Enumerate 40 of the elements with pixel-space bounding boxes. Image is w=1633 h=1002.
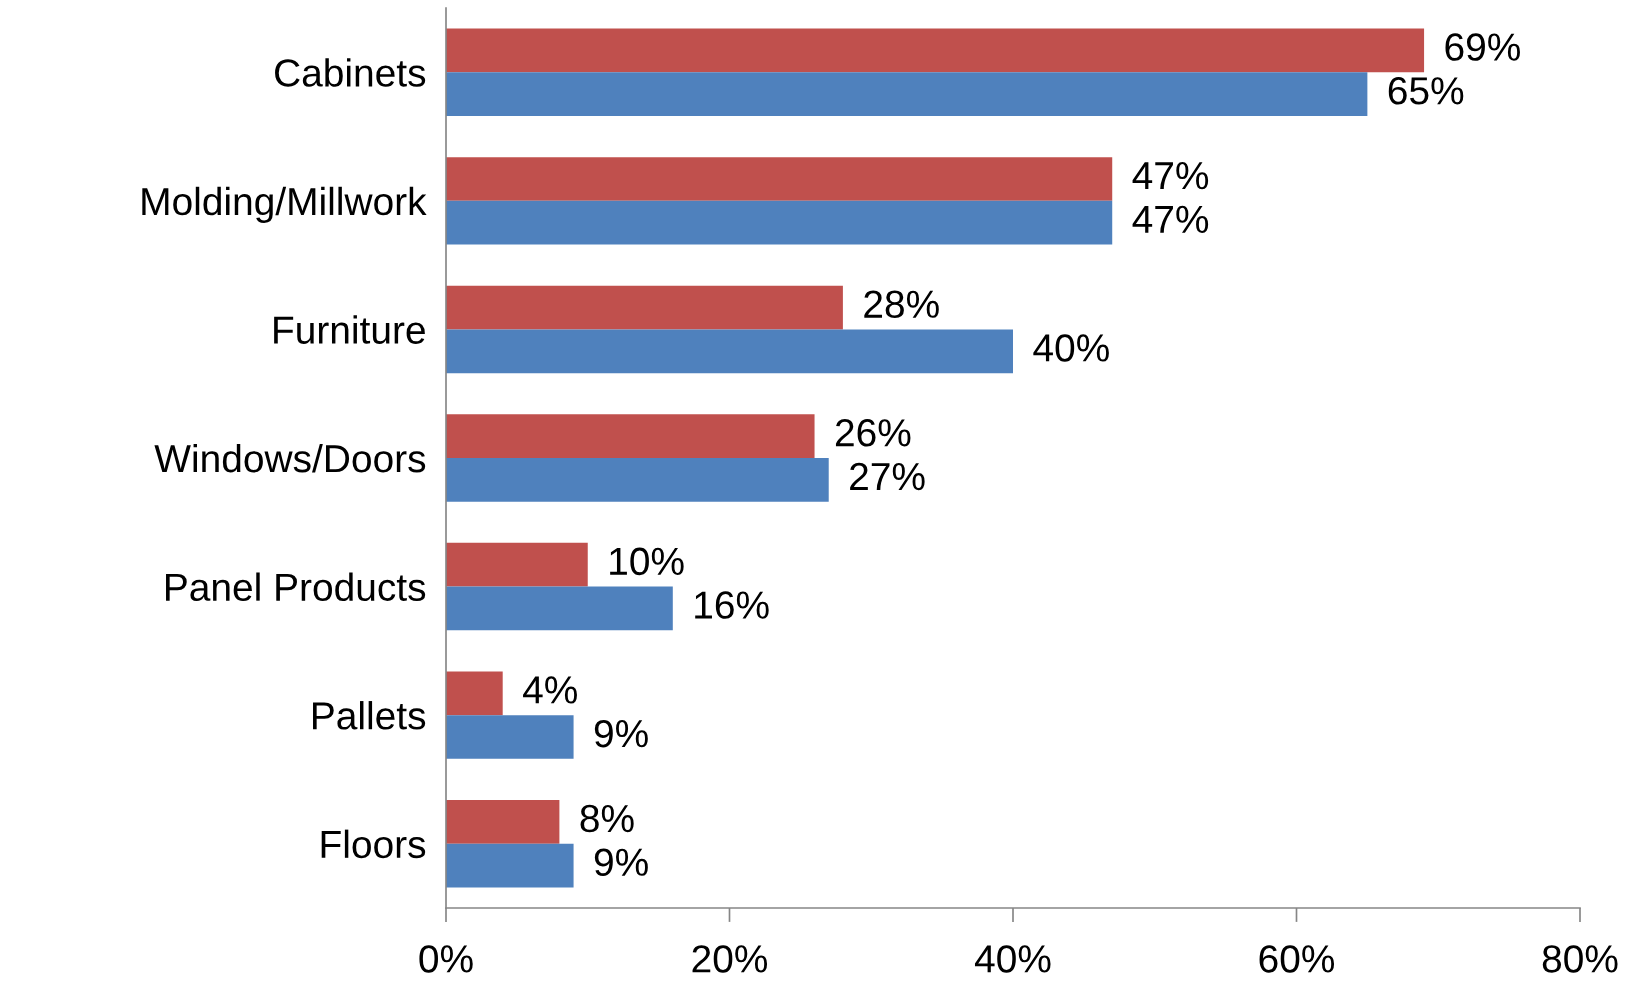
bar [446, 414, 815, 458]
x-tick-label: 80% [1542, 945, 1618, 973]
y-tick-label: Pallets [313, 701, 426, 730]
y-tick-label: Floors [321, 829, 426, 859]
data-label: 9% [594, 719, 648, 748]
y-tick-label: Furniture [274, 315, 425, 344]
data-label: 27% [850, 462, 925, 491]
data-label: 47% [1132, 205, 1209, 233]
bar [446, 200, 1113, 245]
data-label: 26% [835, 419, 911, 447]
x-tick-label: 0% [419, 945, 473, 973]
data-label: 47% [1132, 162, 1209, 190]
data-label: 40% [1033, 334, 1109, 362]
bar [446, 715, 574, 759]
bar [446, 72, 1368, 116]
data-label: 69% [1445, 33, 1520, 61]
x-tick-label: 40% [974, 945, 1051, 973]
y-tick-label: Molding/Millwork [142, 186, 427, 224]
data-label: 65% [1388, 77, 1464, 105]
bar [446, 586, 673, 631]
bar [446, 843, 574, 888]
bar [446, 28, 1425, 73]
bar [446, 285, 843, 330]
y-tick-label: Panel Products [166, 572, 426, 602]
data-label: 9% [594, 848, 648, 877]
bar [446, 458, 829, 502]
data-label: 28% [864, 290, 939, 319]
x-tick-label: 20% [692, 945, 768, 973]
bar [446, 157, 1113, 201]
bar [446, 800, 560, 844]
bar [446, 671, 503, 716]
data-label: 16% [695, 591, 769, 619]
x-tick-label: 60% [1259, 945, 1335, 973]
bar [446, 542, 588, 587]
y-tick-label: Cabinets [275, 58, 426, 87]
bar [446, 329, 1013, 374]
data-label: 4% [523, 676, 577, 704]
data-label: 10% [610, 547, 684, 576]
y-tick-label: Windows/Doors [154, 443, 426, 473]
data-label: 8% [580, 804, 634, 833]
